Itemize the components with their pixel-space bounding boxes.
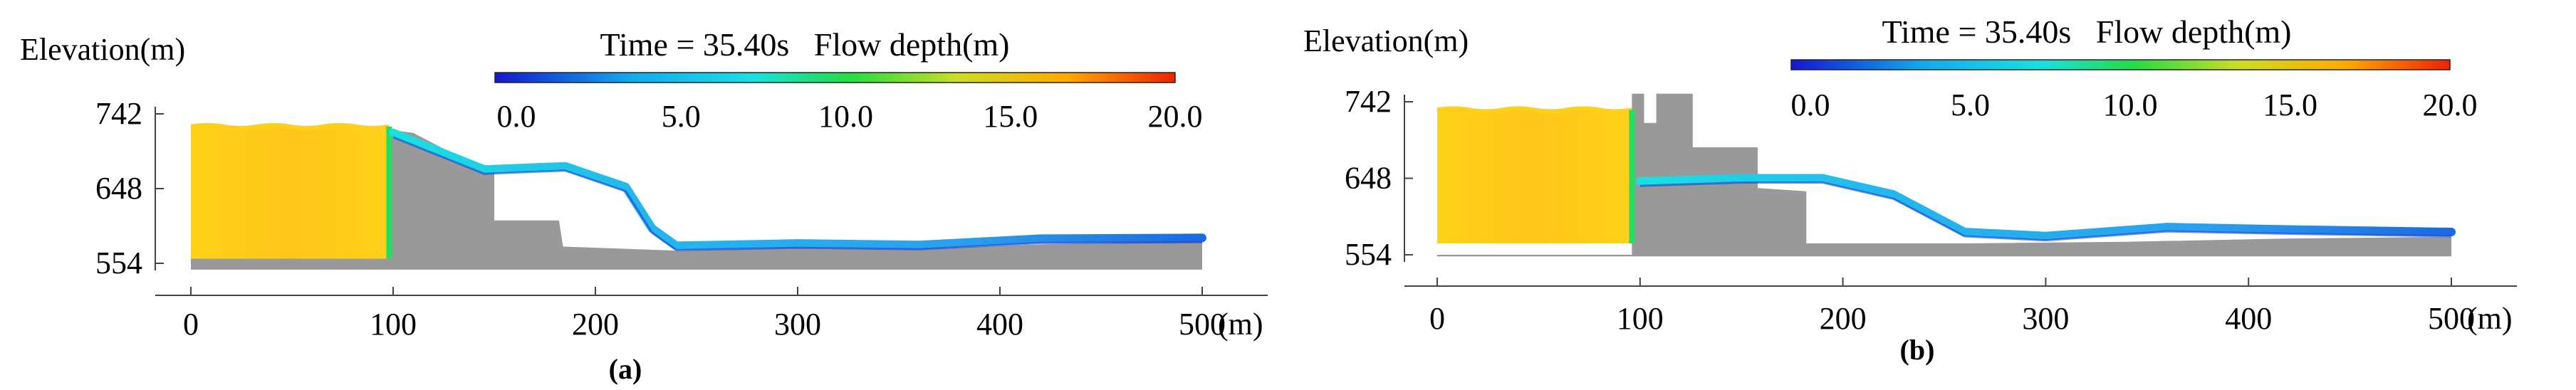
y-axis-title: Elevation(m) (20, 32, 185, 67)
x-axis-unit: (m) (2467, 301, 2513, 336)
x-tick-label: 300 (2022, 301, 2069, 336)
x-tick-label: 400 (976, 307, 1023, 342)
y-tick-label: 554 (95, 246, 142, 280)
breach-front (386, 126, 392, 259)
colorbar-tick-label: 5.0 (1951, 88, 1990, 122)
colorbar-title: Time = 35.40s Flow depth(m) (600, 26, 1010, 63)
terrain-mass (191, 130, 1202, 270)
breach-front (1629, 110, 1635, 243)
y-tick-label: 554 (1345, 237, 1392, 272)
x-tick-label: 500 (1179, 307, 1226, 342)
x-tick-label: 300 (774, 307, 821, 342)
flow-bed-edge (392, 136, 1203, 251)
y-axis-title: Elevation(m) (1303, 23, 1469, 58)
reservoir-surface (1436, 106, 1632, 114)
colorbar-tick-labels: 0.0 5.0 10.0 15.0 20.0 (497, 99, 1203, 134)
y-tick-label: 648 (1345, 161, 1392, 196)
plot-area (190, 122, 1206, 270)
x-tick-label: 100 (1617, 301, 1664, 336)
x-axis-unit: (m) (1218, 307, 1263, 342)
panel-label-a: (a) (609, 353, 642, 385)
colorbar-tick-label: 15.0 (983, 99, 1038, 134)
colorbar-tick-label: 0.0 (497, 99, 536, 134)
colorbar-tick-label: 10.0 (2103, 88, 2158, 122)
y-tick-label: 742 (1345, 84, 1392, 119)
y-axis: 742 648 554 (95, 96, 164, 280)
x-tick-label: 0 (1429, 301, 1445, 336)
flow-bed-edge (1639, 181, 2452, 242)
y-tick-label: 742 (95, 96, 142, 131)
x-tick-label: 100 (370, 307, 417, 342)
y-axis: 742 648 554 (1345, 84, 1413, 272)
x-axis: 0 100 200 300 400 500(m) (1404, 278, 2517, 336)
colorbar-tick-label: 10.0 (818, 99, 873, 134)
colorbar-tick-labels: 0.0 5.0 10.0 15.0 20.0 (1791, 88, 2478, 122)
x-tick-label: 200 (1820, 301, 1867, 336)
x-tick-label: 200 (572, 307, 619, 342)
reservoir-water (1437, 110, 1632, 243)
colorbar (494, 72, 1176, 83)
panel-b: Elevation(m) Time = 35.40s Flow depth(m)… (1303, 14, 2517, 366)
flow-surface (1635, 174, 2456, 241)
x-tick-label: 0 (183, 307, 199, 342)
colorbar-tick-label: 20.0 (2423, 88, 2478, 122)
x-tick-label: 500 (2428, 301, 2475, 336)
terrain-mass (1437, 93, 2451, 257)
flow-surface (389, 128, 1206, 251)
x-axis: 0 100 200 300 400 500(m) (155, 287, 1268, 342)
colorbar-tick-label: 5.0 (662, 99, 701, 134)
y-tick-label: 648 (95, 171, 142, 206)
colorbar-title: Time = 35.40s Flow depth(m) (1882, 14, 2292, 50)
colorbar-tick-label: 15.0 (2263, 88, 2317, 122)
reservoir-water (191, 126, 390, 259)
colorbar-tick-label: 20.0 (1148, 99, 1203, 134)
colorbar (1790, 59, 2451, 70)
plot-area (1436, 93, 2456, 257)
reservoir-surface (190, 122, 390, 130)
colorbar-tick-label: 0.0 (1791, 88, 1830, 122)
panel-a: Elevation(m) Time = 35.40s Flow depth(m)… (20, 26, 1268, 385)
panel-label-b: (b) (1900, 334, 1935, 366)
x-tick-label: 400 (2225, 301, 2272, 336)
